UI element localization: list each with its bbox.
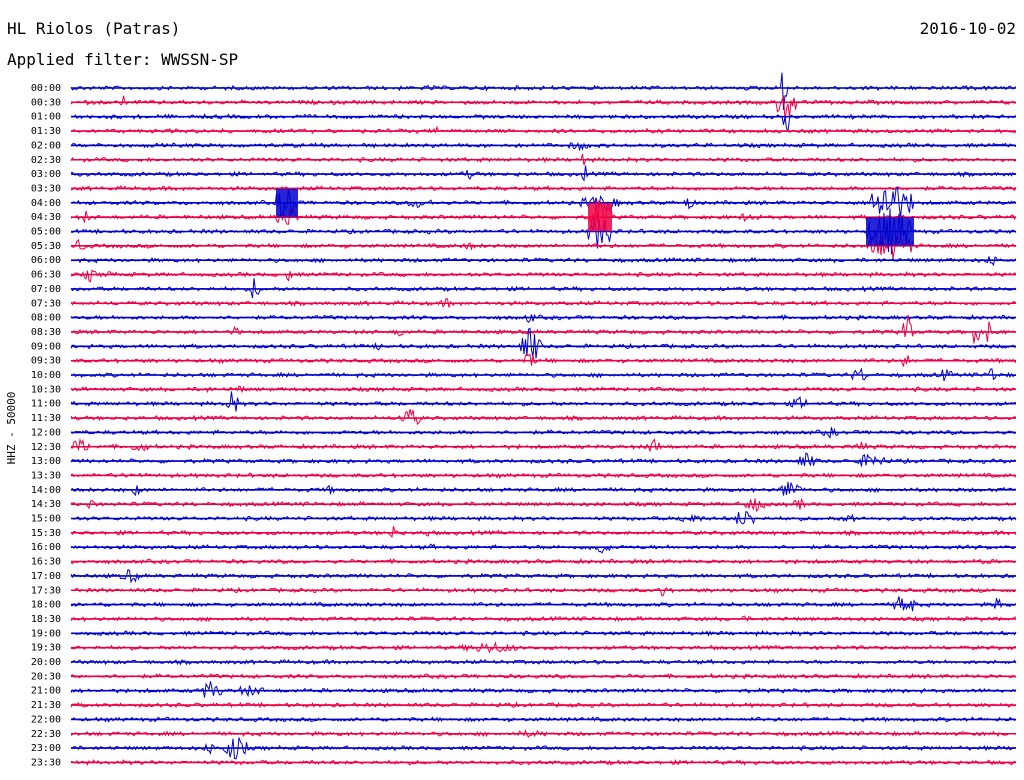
trace-line — [70, 510, 1017, 525]
row-label: 18:00 — [31, 600, 61, 611]
channel-label: HHZ - 50000 — [5, 392, 18, 465]
row-label: 17:30 — [31, 585, 61, 596]
row-label: 03:00 — [31, 169, 61, 180]
trace-line — [70, 352, 1017, 368]
saturated-burst — [588, 203, 612, 232]
row-label: 02:00 — [31, 140, 61, 151]
trace-line — [70, 681, 1017, 698]
trace-line — [70, 391, 1017, 412]
trace-line — [71, 113, 1017, 133]
trace-line — [70, 543, 1017, 554]
row-label: 13:00 — [31, 456, 61, 467]
row-labels: 00:00 00:30 01:00 01:30 02:00 02:30 03:00 03:30… — [31, 83, 61, 768]
trace-line — [70, 472, 1017, 479]
trace-group — [70, 72, 1017, 766]
row-label: 19:30 — [31, 643, 61, 654]
trace-line — [70, 526, 1017, 538]
row-label: 12:00 — [31, 427, 61, 438]
row-label: 00:00 — [31, 83, 61, 94]
trace-line — [70, 437, 1017, 453]
trace-line — [70, 452, 1017, 467]
row-label: 14:00 — [31, 485, 61, 496]
row-label: 10:00 — [31, 370, 61, 381]
row-label: 06:30 — [31, 270, 61, 281]
row-label: 23:30 — [31, 757, 61, 768]
row-label: 16:30 — [31, 557, 61, 568]
row-label: 12:30 — [31, 442, 61, 453]
trace-line — [70, 408, 1017, 426]
trace-line — [70, 72, 1017, 111]
row-label: 21:00 — [31, 686, 61, 697]
row-label: 11:30 — [31, 413, 61, 424]
row-label: 23:00 — [31, 743, 61, 754]
trace-line — [70, 142, 1017, 152]
trace-line — [71, 165, 1017, 182]
row-label: 03:30 — [31, 183, 61, 194]
row-label: 22:00 — [31, 714, 61, 725]
trace-line — [70, 298, 1017, 308]
row-label: 20:30 — [31, 671, 61, 682]
filter-label: Applied filter: WWSSN-SP — [7, 50, 239, 69]
row-label: 05:30 — [31, 241, 61, 252]
trace-line — [70, 256, 1017, 267]
trace-line — [71, 586, 1017, 597]
row-label: 08:30 — [31, 327, 61, 338]
row-label: 16:00 — [31, 542, 61, 553]
row-label: 04:00 — [31, 198, 61, 209]
trace-line — [70, 314, 1016, 344]
row-label: 09:30 — [31, 356, 61, 367]
row-label: 13:30 — [31, 470, 61, 481]
row-label: 06:00 — [31, 255, 61, 266]
row-label: 19:00 — [31, 628, 61, 639]
trace-line — [70, 269, 1017, 283]
row-label: 15:30 — [31, 528, 61, 539]
trace-line — [70, 658, 1017, 666]
row-label: 05:00 — [31, 227, 61, 238]
row-label: 00:30 — [31, 97, 61, 108]
row-label: 14:30 — [31, 499, 61, 510]
station-title: HL Riolos (Patras) — [7, 19, 181, 38]
row-label: 07:30 — [31, 298, 61, 309]
row-label: 01:00 — [31, 112, 61, 123]
row-label: 21:30 — [31, 700, 61, 711]
row-label: 15:00 — [31, 514, 61, 525]
row-label: 04:30 — [31, 212, 61, 223]
trace-line — [70, 481, 1017, 497]
saturated-burst — [276, 188, 298, 217]
row-label: 09:00 — [31, 341, 61, 352]
row-label: 01:30 — [31, 126, 61, 137]
row-label: 22:30 — [31, 729, 61, 740]
row-label: 02:30 — [31, 155, 61, 166]
row-label: 20:00 — [31, 657, 61, 668]
saturated-burst — [866, 217, 914, 246]
row-label: 11:00 — [31, 399, 61, 410]
row-label: 10:30 — [31, 384, 61, 395]
row-label: 07:00 — [31, 284, 61, 295]
date-label: 2016-10-02 — [919, 19, 1016, 38]
row-label: 17:00 — [31, 571, 61, 582]
row-label: 18:30 — [31, 614, 61, 625]
row-label: 08:00 — [31, 313, 61, 324]
